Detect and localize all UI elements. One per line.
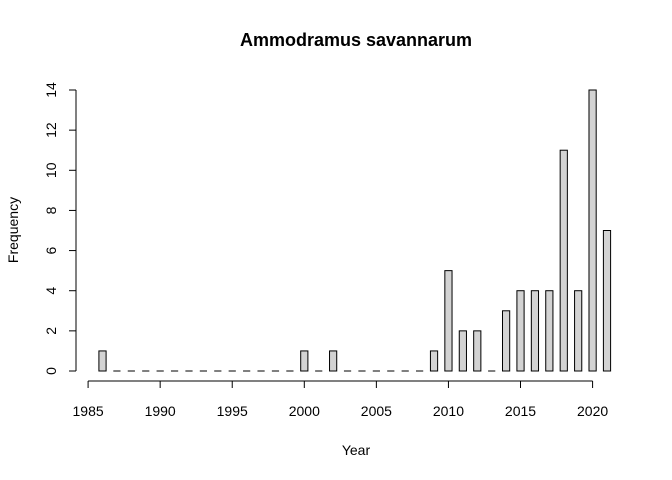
x-tick-label-2010: 2010 xyxy=(433,403,464,419)
x-tick-label-1985: 1985 xyxy=(73,403,104,419)
y-axis: 0 2 4 6 8 10 12 14 xyxy=(43,82,77,375)
y-tick-label-14: 14 xyxy=(43,82,59,98)
y-tick-label-0: 0 xyxy=(43,367,59,375)
y-axis-label: Frequency xyxy=(5,197,21,263)
x-tick-label-2005: 2005 xyxy=(361,403,392,419)
bar-2017 xyxy=(545,290,554,372)
bar-2019 xyxy=(574,290,583,372)
y-tick-label-6: 6 xyxy=(43,246,59,254)
bar-2020 xyxy=(588,89,597,372)
x-tick-label-2000: 2000 xyxy=(289,403,320,419)
bar-1986 xyxy=(98,350,107,372)
bar-2009 xyxy=(429,350,439,372)
bar-2002 xyxy=(329,350,338,372)
chart-title: Ammodramus savannarum xyxy=(240,30,472,50)
bar-2000 xyxy=(300,350,309,372)
x-tick-label-2020: 2020 xyxy=(577,403,608,419)
y-tick-label-10: 10 xyxy=(43,162,59,178)
y-tick-label-2: 2 xyxy=(43,327,59,335)
bar-2021 xyxy=(602,230,612,372)
bar-2018 xyxy=(559,149,568,372)
y-tick-label-8: 8 xyxy=(43,206,59,214)
x-tick-label-1995: 1995 xyxy=(217,403,248,419)
bar-2015 xyxy=(516,290,525,372)
bar-2010 xyxy=(444,270,453,372)
bar-2012 xyxy=(473,330,482,372)
bar-2014 xyxy=(502,310,511,372)
bar-group xyxy=(98,89,612,372)
x-tick-label-1990: 1990 xyxy=(145,403,176,419)
x-axis: 1985 1990 1995 2000 2005 2010 2015 2020 xyxy=(73,380,608,419)
x-tick-label-2015: 2015 xyxy=(505,403,536,419)
x-axis-label: Year xyxy=(342,442,371,458)
bar-2016 xyxy=(530,290,540,372)
y-tick-label-4: 4 xyxy=(43,287,59,295)
y-tick-label-12: 12 xyxy=(43,122,59,138)
bar-2011 xyxy=(458,330,467,372)
